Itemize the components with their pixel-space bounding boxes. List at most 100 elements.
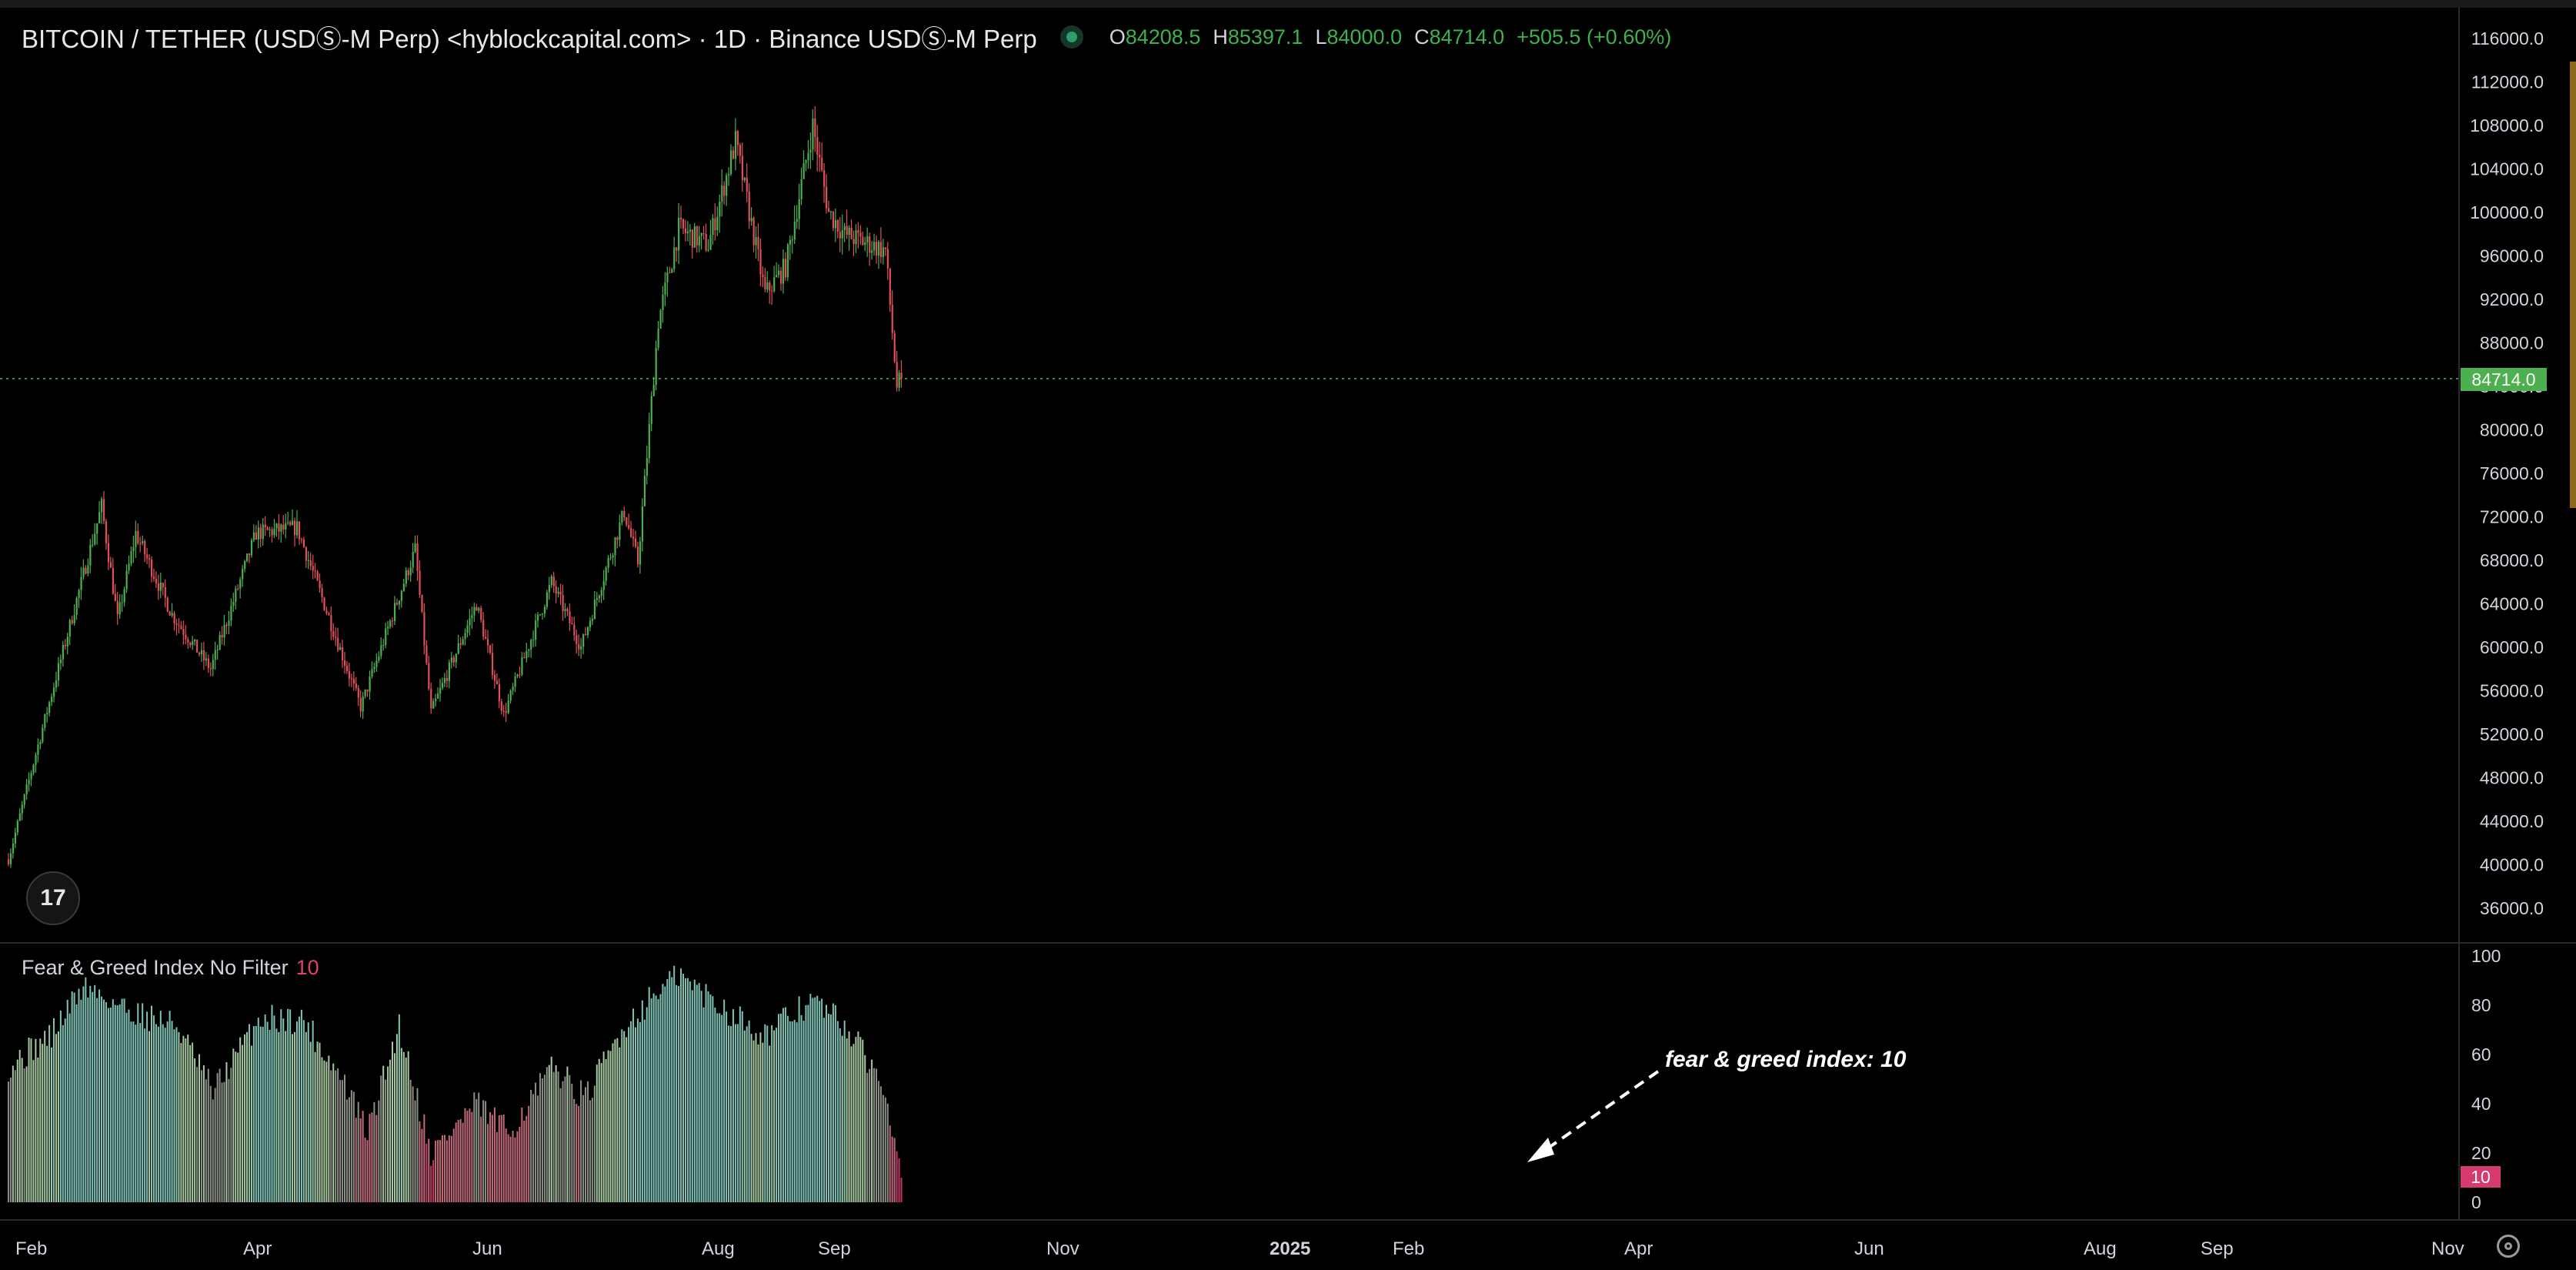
fear-greed-bar [819, 1001, 821, 1202]
fear-greed-bar [219, 1068, 221, 1202]
fear-greed-bar [28, 1038, 30, 1202]
candle-body [214, 650, 216, 660]
candle-body [548, 585, 550, 593]
candle-body [546, 592, 549, 607]
candle-body [142, 540, 144, 543]
candle-body [630, 528, 632, 537]
fear-greed-bar [612, 1043, 614, 1202]
fear-greed-bar [339, 1080, 342, 1202]
fear-greed-bar [632, 1008, 635, 1202]
candle-body [382, 644, 385, 646]
candle-body [407, 570, 409, 576]
candle-body [616, 537, 619, 540]
fear-greed-bar [696, 984, 698, 1202]
candle-body [375, 660, 378, 667]
fear-greed-bar [448, 1135, 450, 1202]
fear-greed-bar [280, 1009, 282, 1202]
fear-greed-bar [425, 1143, 428, 1202]
fear-greed-bar [700, 991, 702, 1202]
candle-body [207, 658, 210, 668]
candle-body [728, 174, 730, 175]
fear-greed-bar [823, 1018, 826, 1202]
fear-greed-bar [857, 1031, 859, 1202]
fear-greed-bar [312, 1021, 314, 1202]
candle-body [414, 543, 416, 553]
candle-body [66, 637, 68, 647]
fear-greed-bar [879, 1086, 882, 1202]
candle-body [332, 630, 335, 637]
candle-body [323, 597, 325, 610]
candle-body [25, 784, 28, 795]
price-axis: 116000.0 112000.0 108000.0 104000.0 100000.0… [2470, 28, 2544, 918]
fear-greed-bar [109, 1008, 112, 1202]
candle-body [55, 680, 58, 688]
fear-greed-bar [235, 1051, 237, 1202]
fear-greed-bar [107, 1008, 109, 1202]
candle-body [571, 623, 573, 625]
fear-greed-bar [786, 1015, 789, 1202]
fear-greed-bar [821, 998, 823, 1202]
fear-greed-bar [619, 1047, 621, 1202]
fear-greed-bar [287, 1008, 289, 1202]
low-value: 84000.0 [1326, 25, 1403, 48]
tradingview-logo-icon[interactable]: 17 [26, 871, 80, 925]
candle-body [280, 524, 282, 532]
candle-body [879, 242, 883, 257]
candle-body [475, 607, 478, 611]
fear-greed-bar [71, 991, 73, 1202]
fear-greed-bar [626, 1037, 628, 1202]
fear-greed-bar [164, 1028, 166, 1202]
fear-greed-bar [707, 991, 709, 1202]
fear-greed-bar [605, 1058, 607, 1202]
candle-body [352, 679, 355, 684]
candle-body [137, 530, 139, 543]
fear-greed-bar [343, 1074, 345, 1202]
candle-body [455, 653, 457, 663]
symbol-title[interactable]: BITCOIN / TETHER (USDⓈ-M Perp) <hyblockc… [22, 25, 1037, 53]
fear-greed-bar [319, 1042, 321, 1202]
fear-greed-bar [282, 1018, 285, 1202]
candle-body [48, 702, 51, 714]
indicator-title[interactable]: Fear & Greed Index No Filter 10 [22, 956, 319, 980]
candle-body [405, 570, 407, 584]
candle-body [16, 820, 18, 833]
candle-body [871, 250, 873, 253]
candle-body [107, 543, 110, 563]
candle-body [802, 162, 805, 179]
candle-body [448, 662, 451, 681]
candle-body [819, 155, 821, 158]
price-tick-label: 116000.0 [2471, 28, 2544, 48]
fear-greed-bar [285, 1031, 287, 1202]
candle-body [650, 396, 652, 424]
candle-body [309, 560, 312, 566]
candle-body [462, 639, 464, 645]
candle-body [632, 536, 635, 539]
fear-greed-bar [407, 1051, 409, 1202]
candle-body [530, 640, 532, 650]
fear-greed-bar [550, 1056, 552, 1202]
price-tick-label: 72000.0 [2480, 507, 2544, 527]
candle-body [580, 647, 582, 650]
fear-greed-bar [398, 1014, 400, 1202]
fear-greed-bar [600, 1063, 602, 1202]
candle-body [741, 155, 743, 181]
gear-icon[interactable] [2497, 1235, 2520, 1258]
candle-body [507, 700, 509, 714]
fear-greed-bar [194, 1058, 196, 1202]
candle-body [285, 523, 287, 530]
fear-greed-bar [73, 992, 75, 1202]
fear-greed-bar [366, 1140, 369, 1202]
candle-body [636, 546, 639, 565]
fear-greed-bar [87, 998, 89, 1202]
fear-greed-bar [275, 1028, 278, 1202]
fear-greed-bar [691, 990, 693, 1202]
candle-body [586, 627, 589, 636]
fear-greed-bar [498, 1115, 500, 1202]
candle-body [432, 701, 435, 709]
candle-body [359, 697, 362, 712]
fear-greed-bar [199, 1054, 201, 1202]
fear-greed-bar [300, 1009, 302, 1202]
fear-greed-bar [843, 1020, 846, 1202]
fear-greed-bar [480, 1116, 482, 1202]
